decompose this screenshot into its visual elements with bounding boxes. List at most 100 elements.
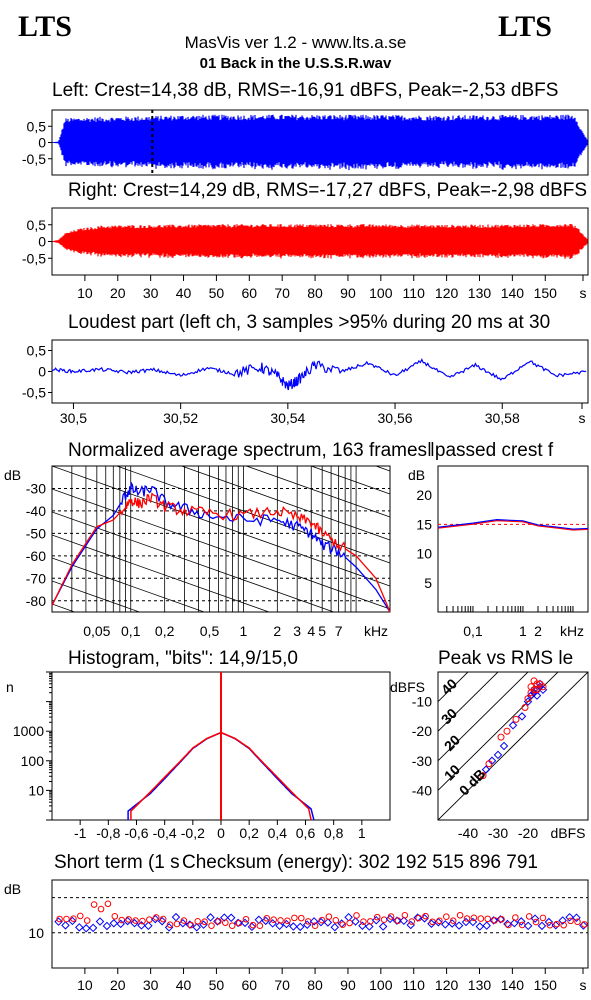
spectrum-xtick-label: 4 xyxy=(307,623,315,639)
peak-rms-point-left xyxy=(493,750,503,760)
short-term-point-right xyxy=(387,913,395,920)
spectrum-ytick-label: -60 xyxy=(26,548,46,564)
spectrum-series-left xyxy=(51,481,391,613)
crest-diagonal-line xyxy=(438,672,469,703)
spectrum-frame xyxy=(51,465,391,613)
histogram-xtick-label: 0,2 xyxy=(239,825,259,841)
short-term-point-right xyxy=(83,917,91,924)
spectrum-xtick-label: 7 xyxy=(335,623,343,639)
short-term-point-right xyxy=(132,917,139,924)
short-term-point-left xyxy=(482,921,491,930)
short-term-point-left xyxy=(289,922,298,931)
short-term-point-left xyxy=(399,916,409,926)
waveform-xtick-label: 150 xyxy=(534,285,558,301)
histogram-xtick-label: 0 xyxy=(217,825,225,841)
short-term-point-left xyxy=(268,919,277,928)
short-term-point-left xyxy=(475,922,485,931)
right-waveform-plot: 0,50-0,5 10 20 30 40 50 60 70 80 90 100 110 120 130 14… xyxy=(22,207,589,301)
short-term-point-right xyxy=(311,922,319,930)
app-title: MasVis ver 1.2 - www.lts.a.se xyxy=(184,33,407,52)
short-term-xtick-label: 150 xyxy=(534,977,558,993)
short-term-point-left xyxy=(61,921,70,930)
short-term-point-right xyxy=(173,920,181,928)
waveform-xtick-label: 120 xyxy=(435,285,459,301)
short-term-point-right xyxy=(581,921,588,928)
short-term-point-right xyxy=(449,917,457,924)
short-term-point-left xyxy=(579,921,588,930)
short-term-point-right xyxy=(373,913,381,921)
crest-diagonal-label: 10 xyxy=(441,761,463,783)
short-term-point-right xyxy=(353,912,360,919)
short-term-point-left xyxy=(530,914,540,923)
short-term-point-left xyxy=(240,918,250,928)
short-term-point-right xyxy=(532,918,540,926)
short-term-point-left xyxy=(551,921,561,930)
short-term-point-right xyxy=(339,921,347,928)
short-term-point-left xyxy=(434,917,443,927)
peak-rms-point-left xyxy=(481,765,491,774)
short-term-point-right xyxy=(104,900,112,908)
short-term-point-right xyxy=(242,915,250,923)
peak-rms-point-left xyxy=(523,697,533,706)
right-waveform-ytick-label: 0 xyxy=(38,234,46,250)
peak-rms-point-right xyxy=(512,715,520,723)
short-term-frame xyxy=(51,879,589,969)
short-term-point-left xyxy=(109,919,119,928)
peak-rms-ytick-label: -20 xyxy=(412,723,432,739)
crest-xtick-label: 2 xyxy=(534,623,542,639)
short-term-xtick-label: 140 xyxy=(501,977,525,993)
short-term-point-left xyxy=(123,916,132,926)
loudest-ytick-label: 0 xyxy=(38,364,46,380)
short-term-point-left xyxy=(247,922,257,932)
short-term-point-right xyxy=(111,912,119,920)
left-waveform-ytick-label: 0,5 xyxy=(27,118,47,134)
short-term-xtick-label: 110 xyxy=(403,977,426,993)
short-term-point-left xyxy=(351,917,360,926)
spectrum-series-right xyxy=(51,492,391,613)
short-term-point-right xyxy=(463,915,471,922)
waveform-xtick-label: 20 xyxy=(110,285,126,301)
short-term-point-right xyxy=(456,911,464,919)
peak-rms-point-right xyxy=(521,704,529,712)
waveform-xtick-label: s xyxy=(580,285,587,301)
short-term-point-right xyxy=(512,914,519,921)
spectrum-title: Normalized average spectrum, 163 frames‖… xyxy=(68,440,554,461)
peak-rms-title: Peak vs RMS le xyxy=(438,648,574,669)
short-term-xtick-label: 30 xyxy=(143,977,159,993)
histogram-title: Histogram, "bits": 14,9/15,0 xyxy=(68,648,298,669)
loudest-ytick-label: -0,5 xyxy=(22,385,46,401)
short-term-point-left xyxy=(517,917,526,926)
waveform-xtick-label: 30 xyxy=(143,285,159,301)
crest-series-left xyxy=(437,519,589,530)
short-term-point-right xyxy=(560,921,567,929)
short-term-point-right xyxy=(277,917,284,924)
peak-rms-unit-label: dBFS xyxy=(390,679,425,695)
short-term-xtick-label: 20 xyxy=(110,977,126,993)
short-term-point-right xyxy=(180,917,188,924)
spectrum-xtick-label: 3 xyxy=(293,623,301,639)
short-term-point-right xyxy=(318,916,326,924)
peak-rms-point-left xyxy=(508,721,518,730)
short-term-point-right xyxy=(553,920,561,928)
short-term-point-right xyxy=(152,914,160,921)
short-term-point-right xyxy=(222,919,229,926)
histogram-xtick-label: -0,6 xyxy=(124,825,148,841)
peak-rms-xtick-label: -40 xyxy=(458,825,478,841)
short-term-point-left xyxy=(192,923,201,932)
peak-rms-point-left xyxy=(532,691,542,700)
short-term-xtick-label: 130 xyxy=(468,977,492,993)
short-term-point-right xyxy=(505,921,512,929)
histogram-plot: n 1000 100 10 -1 -0,8 -0,6 -0,4 -0,2 0 0,2 0,4 0,6 0,… xyxy=(6,671,391,841)
short-term-point-right xyxy=(70,915,77,922)
short-term-plot: dB 10 10 20 30 40 50 60 70 80 90 100 110 120 130 140 150… xyxy=(4,879,589,993)
short-term-point-left xyxy=(406,920,416,930)
peak-rms-xtick-label: -20 xyxy=(518,825,538,841)
loudest-xtick-label: 30,5 xyxy=(60,410,87,426)
short-term-point-right xyxy=(284,917,291,925)
spectrum-slope-line xyxy=(52,466,390,587)
short-term-point-left xyxy=(296,922,305,932)
short-term-point-left xyxy=(81,924,91,933)
histogram-xtick-label: 0,8 xyxy=(324,825,344,841)
short-term-point-left xyxy=(323,918,333,927)
